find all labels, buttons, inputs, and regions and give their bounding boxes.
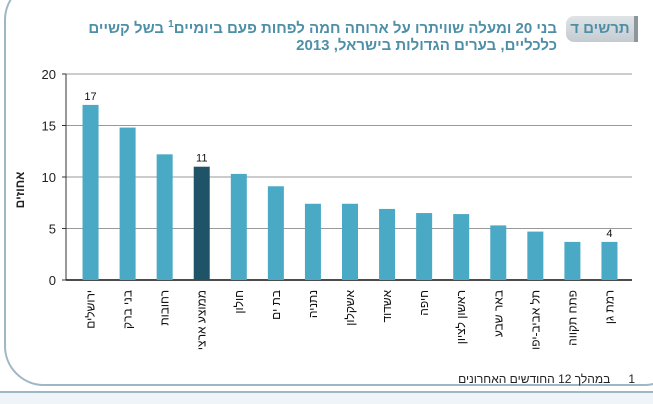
y-tick-label: 20 [42, 67, 56, 82]
footnote: 1 במהלך 12 החודשים האחרונים [458, 372, 635, 386]
bar [230, 173, 247, 280]
chart-card [4, 0, 653, 386]
x-tick-label: חולון [232, 290, 246, 314]
bar [564, 241, 581, 280]
bar [304, 203, 321, 280]
y-tick-label: 10 [42, 170, 56, 185]
y-tick-label: 5 [49, 222, 56, 237]
bar [527, 231, 544, 280]
bar [156, 154, 173, 280]
y-tick-label: 0 [49, 273, 56, 288]
bar [416, 213, 433, 280]
x-tick-label: ראשון לציון [454, 290, 468, 344]
bar [490, 225, 507, 280]
x-tick-label: אשדוד [380, 290, 394, 323]
footnote-text: במהלך 12 החודשים האחרונים [458, 372, 611, 386]
x-tick-label: פתח תקווה [565, 290, 579, 346]
x-tick-label: נתניה [306, 290, 320, 318]
x-tick-label: אשקלון [343, 290, 357, 326]
footnote-number: 1 [628, 372, 635, 386]
bar [82, 104, 99, 281]
bar [379, 208, 396, 280]
title-rest: בשל קשיים כלכליים, בערים הגדולות בישראל,… [88, 20, 557, 54]
chart-title: בני 20 ומעלה שוויתרו על ארוחה חמה לפחות … [37, 16, 557, 54]
title-main: בני 20 ומעלה שוויתרו על ארוחה חמה לפחות … [173, 20, 557, 37]
x-tick-label: בני ברק [121, 290, 135, 329]
x-tick-label: תל אביב-יפו [528, 290, 542, 350]
bar [342, 203, 358, 280]
bar [601, 241, 618, 280]
y-axis-label: אחוזים [13, 172, 27, 209]
x-tick-label: חיפה [417, 290, 431, 316]
y-tick-label: 15 [42, 119, 56, 134]
footnote-ref: 1 [168, 19, 174, 30]
bar [453, 214, 470, 280]
data-label: 4 [606, 228, 612, 240]
x-tick-label: רמת גן [602, 290, 616, 324]
x-tick-label: ממוצע ארצי [195, 290, 209, 350]
x-tick-label: רחובות [158, 290, 172, 326]
bar [193, 166, 210, 280]
x-tick-label: ירושלים [84, 290, 98, 329]
bar [119, 127, 136, 280]
bar [267, 186, 284, 280]
x-tick-label: באר שבע [491, 290, 505, 337]
data-label: 17 [84, 91, 96, 103]
data-label: 11 [196, 153, 207, 165]
x-tick-label: בת ים [269, 290, 283, 320]
figure-badge: תרשים ד [566, 16, 638, 42]
bottom-band [0, 391, 653, 404]
